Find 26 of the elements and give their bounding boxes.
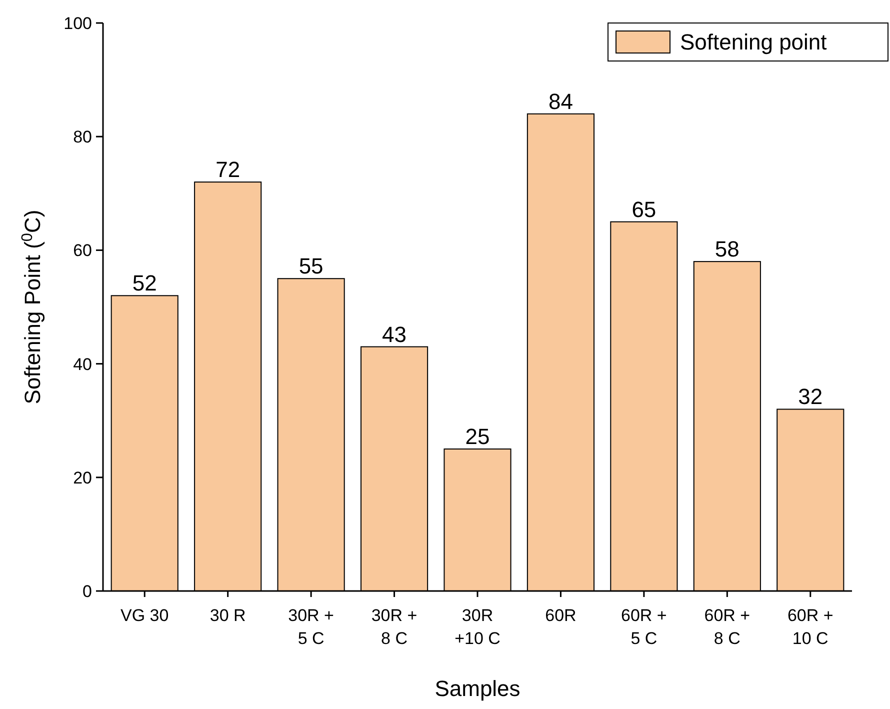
data-label: 43	[382, 322, 407, 347]
x-tick-label: 60R + 10 C	[787, 606, 834, 648]
y-tick-label: 40	[73, 354, 92, 374]
y-tick-label: 100	[64, 14, 92, 33]
x-tick-label: 60R + 8 C	[704, 606, 750, 648]
x-tick-label: 30R + 5 C	[288, 606, 334, 648]
data-label: 65	[632, 196, 656, 222]
data-label: 58	[714, 236, 740, 262]
data-label: 32	[798, 384, 823, 410]
x-tick-label: 60R	[545, 606, 576, 625]
x-tick-label: VG 30	[120, 606, 169, 625]
data-label: 55	[298, 254, 324, 279]
data-label: 72	[216, 157, 240, 182]
y-tick-label: 20	[73, 468, 92, 488]
data-label: 52	[132, 270, 157, 296]
data-label: 84	[548, 88, 573, 114]
legend-label: Softening point	[680, 30, 827, 55]
x-axis-title: Samples	[434, 676, 520, 701]
y-tick-label: 0	[82, 582, 92, 601]
x-tick-label: 30R +10 C	[454, 606, 500, 648]
y-tick-label: 80	[73, 128, 92, 147]
x-tick-label: 30 R	[210, 606, 246, 625]
x-tick-label: 30R + 8 C	[371, 606, 418, 648]
data-label: 25	[465, 424, 490, 449]
x-tick-label: 60R + 5 C	[621, 606, 667, 648]
y-tick-label: 60	[73, 241, 92, 260]
